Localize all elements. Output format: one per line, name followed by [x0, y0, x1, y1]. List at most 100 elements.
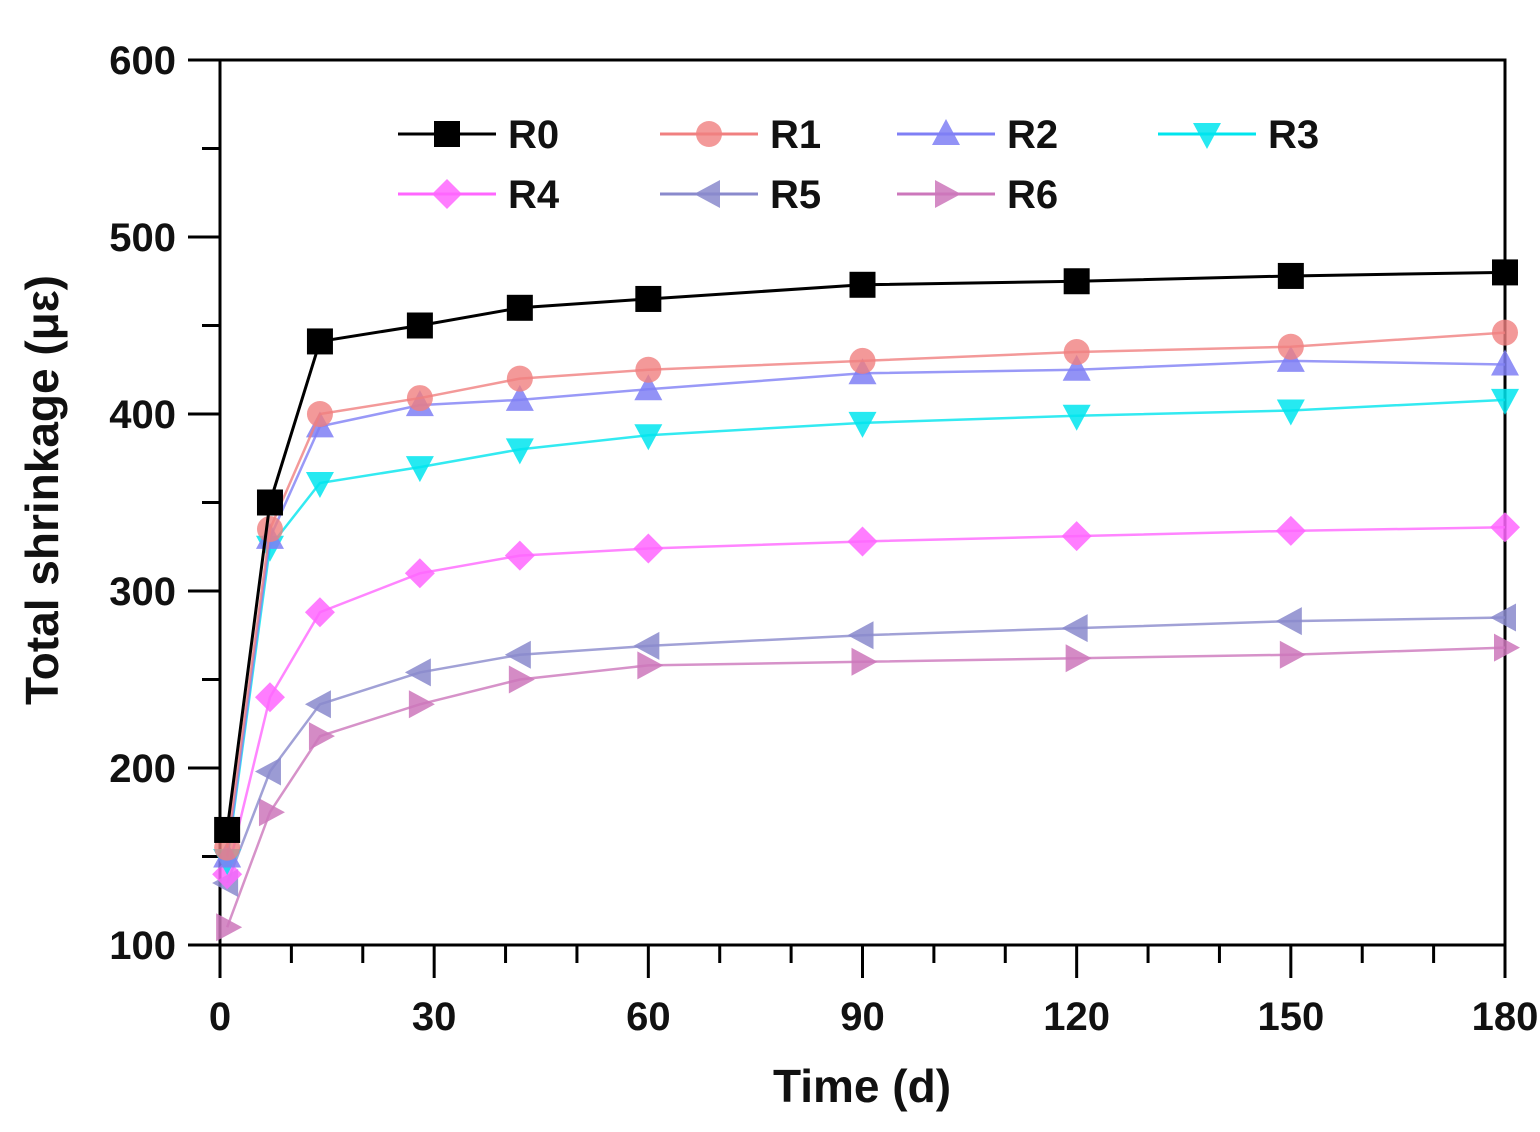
series-R1 — [214, 319, 1518, 861]
data-point — [256, 516, 283, 543]
series-line — [225, 270, 1506, 831]
y-tick-label: 300 — [109, 570, 176, 614]
data-point — [1491, 349, 1519, 376]
y-axis-title: Total shrinkage (με) — [16, 275, 68, 705]
data-point — [847, 621, 874, 650]
data-point — [506, 294, 533, 321]
legend-label: R1 — [770, 113, 821, 157]
x-axis: 0 30 60 90 120 150 180 — [209, 945, 1539, 1039]
x-tick-label: 150 — [1257, 995, 1324, 1039]
data-point — [634, 424, 663, 451]
legend-swatch-marker — [935, 180, 961, 208]
y-tick-label: 400 — [109, 393, 176, 437]
legend-swatch-marker — [694, 180, 720, 208]
legend-swatch-marker — [932, 119, 960, 145]
data-point — [633, 631, 660, 660]
series-line — [225, 359, 1506, 857]
data-point — [851, 647, 878, 676]
data-point — [258, 798, 285, 827]
data-point — [1063, 268, 1090, 295]
data-point — [306, 328, 333, 355]
x-tick-label: 120 — [1043, 995, 1110, 1039]
legend-item-R4: R4 — [398, 173, 560, 217]
legend-swatch-marker — [432, 179, 462, 209]
legend-swatch-marker — [1193, 123, 1221, 149]
data-point — [1279, 640, 1306, 669]
data-point — [1062, 404, 1091, 431]
data-point — [1277, 333, 1304, 360]
legend-item-R1: R1 — [660, 113, 821, 157]
data-point — [633, 533, 664, 564]
x-tick-label: 180 — [1472, 995, 1539, 1039]
x-tick-label: 90 — [840, 995, 885, 1039]
legend-label: R5 — [770, 173, 821, 217]
series-R4 — [212, 512, 1520, 890]
legend-item-R2: R2 — [897, 113, 1058, 157]
series-line — [225, 526, 1506, 875]
legend-swatch-marker — [434, 121, 460, 147]
series-R6 — [216, 633, 1520, 942]
data-point — [305, 472, 334, 499]
legend-swatch-marker — [696, 121, 722, 147]
legend-label: R2 — [1007, 113, 1058, 157]
series-line — [225, 398, 1506, 861]
data-point — [406, 385, 433, 412]
data-point — [1062, 354, 1091, 381]
data-point — [408, 690, 435, 719]
data-point — [405, 456, 434, 483]
data-point — [1494, 633, 1520, 662]
x-axis-title: Time (d) — [773, 1060, 951, 1112]
legend-item-R3: R3 — [1158, 113, 1319, 157]
data-point — [1492, 319, 1518, 346]
data-point — [1490, 512, 1520, 543]
data-point — [216, 913, 243, 942]
data-point — [1492, 259, 1518, 286]
y-tick-label: 200 — [109, 747, 176, 791]
series-line — [225, 646, 1506, 928]
x-tick-label: 30 — [412, 995, 457, 1039]
legend-item-R6: R6 — [897, 173, 1058, 217]
data-point — [254, 682, 285, 713]
data-point — [304, 597, 335, 628]
series-line — [225, 616, 1506, 884]
data-point — [1061, 521, 1092, 552]
data-point — [306, 401, 333, 427]
x-tick-label: 0 — [209, 995, 231, 1039]
legend-item-R5: R5 — [660, 173, 821, 217]
data-point — [504, 540, 535, 571]
data-point — [404, 658, 431, 687]
data-point — [304, 690, 331, 719]
data-point — [1490, 603, 1516, 632]
legend-label: R4 — [508, 173, 560, 217]
data-point — [635, 285, 662, 312]
x-tick-label: 60 — [626, 995, 671, 1039]
data-point — [635, 356, 662, 383]
data-point — [1276, 399, 1305, 426]
data-point — [504, 640, 531, 669]
series-layer — [212, 259, 1520, 942]
data-point — [1275, 607, 1302, 636]
data-point — [1277, 262, 1304, 289]
legend-label: R0 — [508, 113, 559, 157]
legend: R0 R1 R2 R3 R4 R5 R6 — [398, 113, 1319, 217]
data-point — [404, 558, 435, 589]
data-point — [637, 651, 664, 680]
data-point — [505, 384, 534, 411]
data-point — [1491, 388, 1519, 415]
legend-label: R3 — [1268, 113, 1319, 157]
data-point — [406, 312, 433, 339]
data-point — [214, 816, 241, 843]
data-point — [847, 526, 878, 557]
data-point — [254, 757, 281, 786]
y-tick-label: 600 — [109, 39, 176, 83]
legend-item-R0: R0 — [398, 113, 559, 157]
data-point — [634, 374, 663, 401]
series-R0 — [214, 259, 1518, 843]
y-tick-label: 100 — [109, 924, 176, 968]
data-point — [256, 489, 283, 516]
data-point — [508, 665, 535, 694]
data-point — [1065, 644, 1092, 673]
data-point — [308, 722, 335, 751]
data-point — [506, 365, 533, 392]
